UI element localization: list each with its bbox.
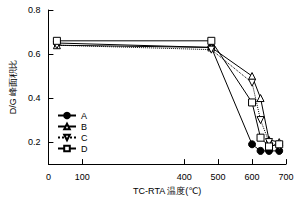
svg-text:C: C [81,133,88,143]
svg-text:0: 0 [46,172,51,182]
svg-text:D: D [81,144,88,154]
svg-text:A: A [81,111,87,121]
svg-text:0.8: 0.8 [28,5,41,15]
svg-text:TC-RTA 温度(℃): TC-RTA 温度(℃) [133,186,201,196]
svg-text:D/G 峰面积比: D/G 峰面积比 [8,60,18,115]
svg-text:400: 400 [177,172,192,182]
svg-text:600: 600 [245,172,260,182]
svg-text:100: 100 [75,172,90,182]
svg-text:500: 500 [211,172,226,182]
svg-text:0.6: 0.6 [28,49,41,59]
svg-text:0.4: 0.4 [28,93,41,103]
svg-text:700: 700 [278,172,293,182]
svg-text:0.2: 0.2 [28,137,41,147]
svg-text:B: B [81,122,87,132]
